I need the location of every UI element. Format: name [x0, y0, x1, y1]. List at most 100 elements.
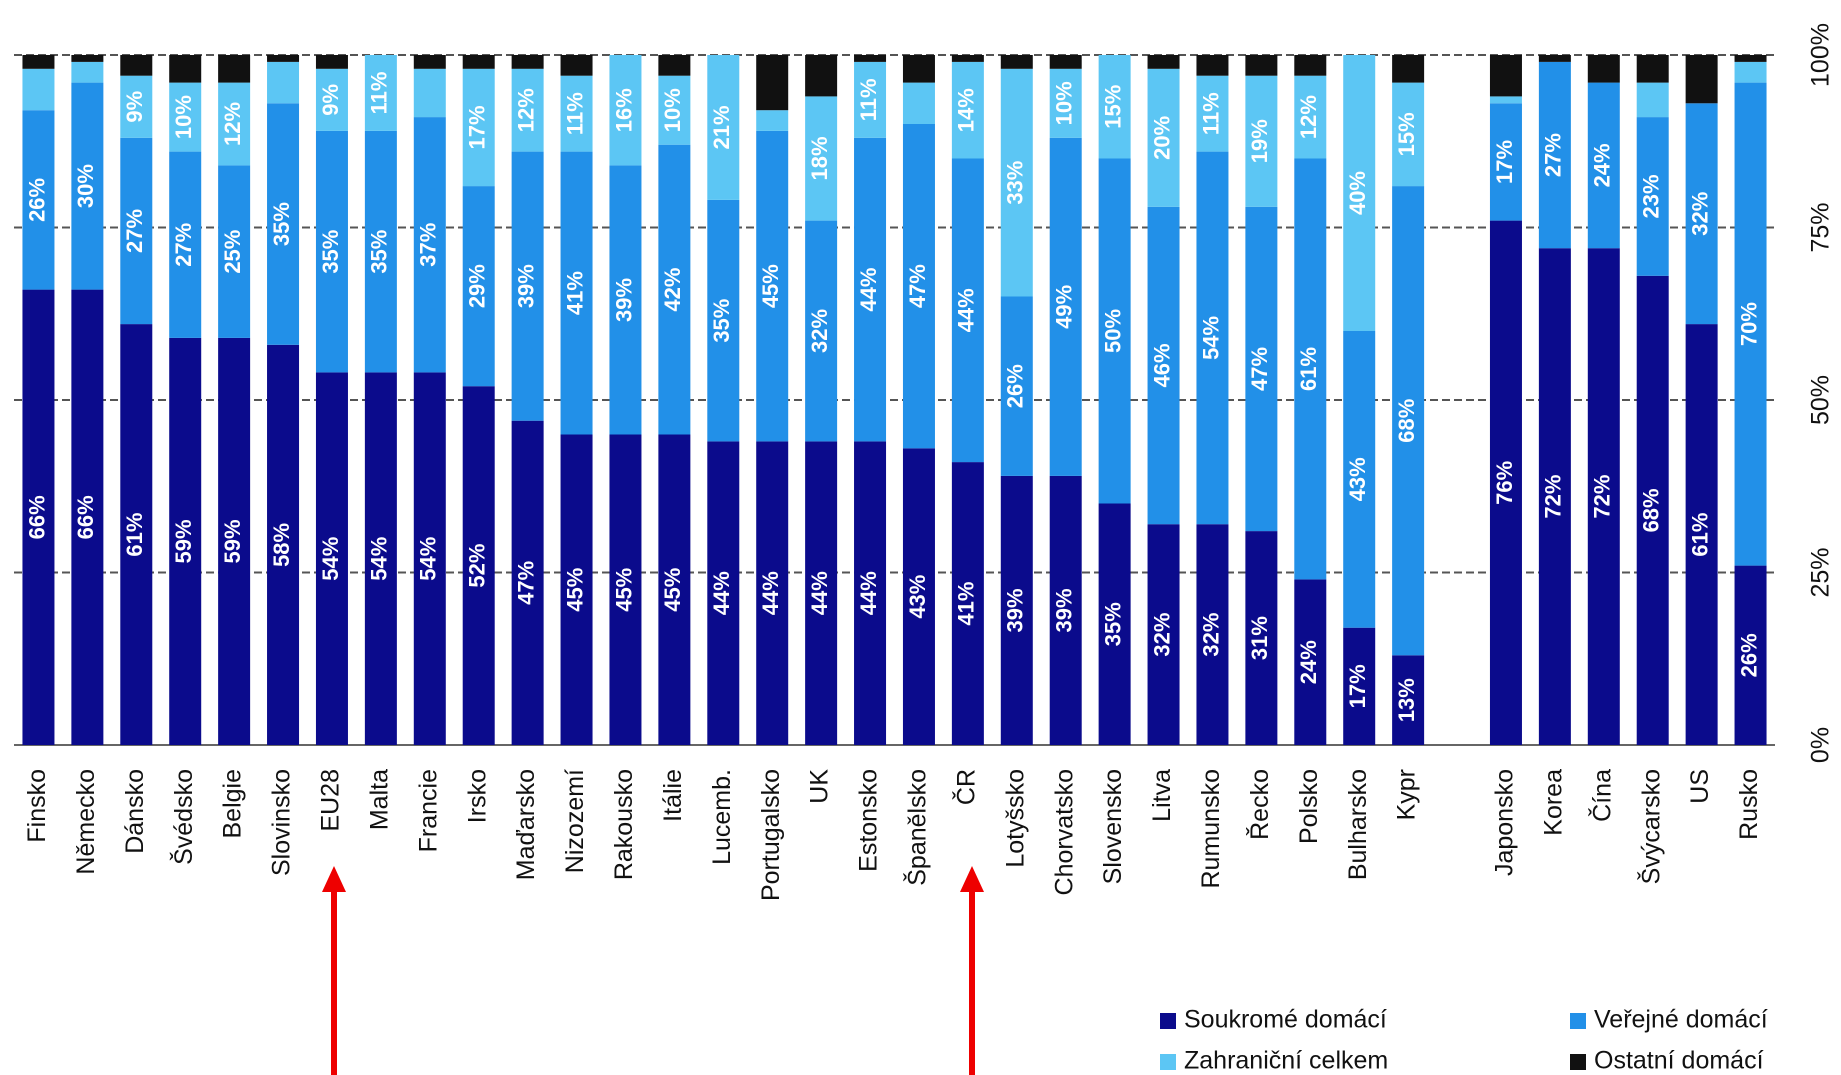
value-label: 17%: [465, 105, 490, 149]
x-tick-label: Bulharsko: [1344, 769, 1372, 880]
bar-segment: [658, 434, 691, 745]
bar-segment: [462, 68, 495, 187]
bar-segment: [902, 82, 935, 124]
x-tick-label: UK: [806, 769, 834, 804]
bar-segment: [1636, 55, 1669, 83]
bar-segment: [413, 372, 446, 745]
value-label: 24%: [1296, 640, 1321, 684]
bar-segment: [1000, 296, 1033, 476]
bar-segment: [71, 82, 104, 290]
bar-segment: [951, 158, 984, 463]
bar-segment: [1049, 137, 1082, 476]
bar-segment: [1392, 55, 1425, 83]
value-label: 35%: [269, 202, 294, 246]
legend-swatch: [1160, 1013, 1176, 1029]
bar-segment: [854, 61, 887, 138]
value-label: 27%: [122, 209, 147, 253]
x-tick-label: Polsko: [1295, 769, 1323, 844]
value-label: 39%: [1052, 588, 1077, 632]
value-label: 15%: [1394, 112, 1419, 156]
value-label: 41%: [562, 271, 587, 315]
bar-segment: [1098, 503, 1131, 745]
value-label: 26%: [1003, 364, 1028, 408]
bar-segment: [1343, 55, 1376, 331]
value-label: 11%: [367, 72, 392, 115]
value-label: 12%: [220, 102, 245, 146]
arrow-head: [322, 866, 346, 892]
bar-segment: [22, 68, 55, 111]
value-label: 44%: [954, 288, 979, 332]
bar-segment: [707, 199, 740, 442]
bar-segment: [1049, 475, 1082, 745]
bar-segment: [462, 186, 495, 387]
x-tick-label: Švédsko: [169, 769, 198, 865]
bar-segment: [756, 110, 789, 131]
value-label: 61%: [122, 513, 147, 557]
bar-segment: [805, 220, 838, 442]
bar-segment: [1147, 55, 1180, 69]
bar-segment: [951, 61, 984, 159]
bar-segment: [1196, 151, 1229, 525]
value-label: 25%: [220, 230, 245, 274]
bar-segment: [902, 448, 935, 745]
value-label: 14%: [954, 88, 979, 132]
bar-segment: [1147, 524, 1180, 745]
bar-segment: [1294, 55, 1327, 76]
bar-segment: [1734, 61, 1767, 83]
bar-segment: [1049, 68, 1082, 138]
bar-segment: [1294, 579, 1327, 745]
value-label: 54%: [1198, 316, 1223, 360]
value-label: 47%: [513, 561, 538, 605]
bar-segment: [1196, 55, 1229, 76]
bar-segment: [1049, 55, 1082, 69]
bar-segment: [1636, 82, 1669, 118]
x-tick-label: Čína: [1587, 769, 1616, 822]
value-label: 61%: [1687, 513, 1712, 557]
legend-label: Ostatní domácí: [1594, 1047, 1764, 1075]
bar-segment: [854, 441, 887, 745]
value-label: 24%: [1590, 143, 1615, 187]
value-label: 68%: [1639, 488, 1664, 532]
x-tick-label: Korea: [1539, 769, 1567, 836]
bar-segment: [902, 124, 935, 449]
bar-segment: [218, 82, 251, 166]
y-tick-label: 50%: [1807, 375, 1835, 425]
bar-segment: [609, 165, 642, 435]
bar-segment: [560, 75, 593, 152]
x-tick-label: Japonsko: [1491, 769, 1519, 876]
bar-segment: [511, 55, 544, 69]
value-label: 50%: [1100, 309, 1125, 353]
bar-segment: [169, 82, 202, 152]
bar-segment: [1098, 55, 1131, 159]
bar-segment: [658, 55, 691, 76]
bar-segment: [805, 96, 838, 221]
x-tick-label: Rusko: [1735, 769, 1763, 840]
x-tick-label: Dánsko: [121, 769, 149, 854]
x-tick-label: Německo: [72, 769, 100, 875]
legend-swatch: [1160, 1054, 1176, 1070]
bar-segment: [1734, 55, 1767, 62]
bar-segment: [756, 55, 789, 111]
bar-segment: [71, 289, 104, 745]
value-label: 29%: [465, 264, 490, 308]
value-label: 47%: [1247, 347, 1272, 391]
value-label: 33%: [1003, 161, 1028, 205]
legend-label: Veřejné domácí: [1594, 1006, 1768, 1034]
bar-segment: [218, 55, 251, 83]
x-tick-label: Rakousko: [610, 769, 638, 880]
bar-segment: [413, 68, 446, 118]
value-label: 66%: [73, 495, 98, 539]
x-tick-label: Kypr: [1393, 769, 1421, 820]
value-label: 72%: [1541, 475, 1566, 519]
bar-segment: [560, 55, 593, 76]
legend-swatch: [1570, 1054, 1586, 1070]
x-tick-label: Estonsko: [855, 769, 883, 872]
x-tick-label: Řecko: [1245, 769, 1274, 840]
bar-segment: [560, 151, 593, 435]
bar-segment: [707, 441, 740, 745]
legend-swatch: [1570, 1013, 1586, 1029]
bar-segment: [1245, 206, 1278, 532]
value-label: 35%: [709, 299, 734, 343]
bar-segment: [854, 55, 887, 62]
bar-segment: [1685, 324, 1718, 745]
